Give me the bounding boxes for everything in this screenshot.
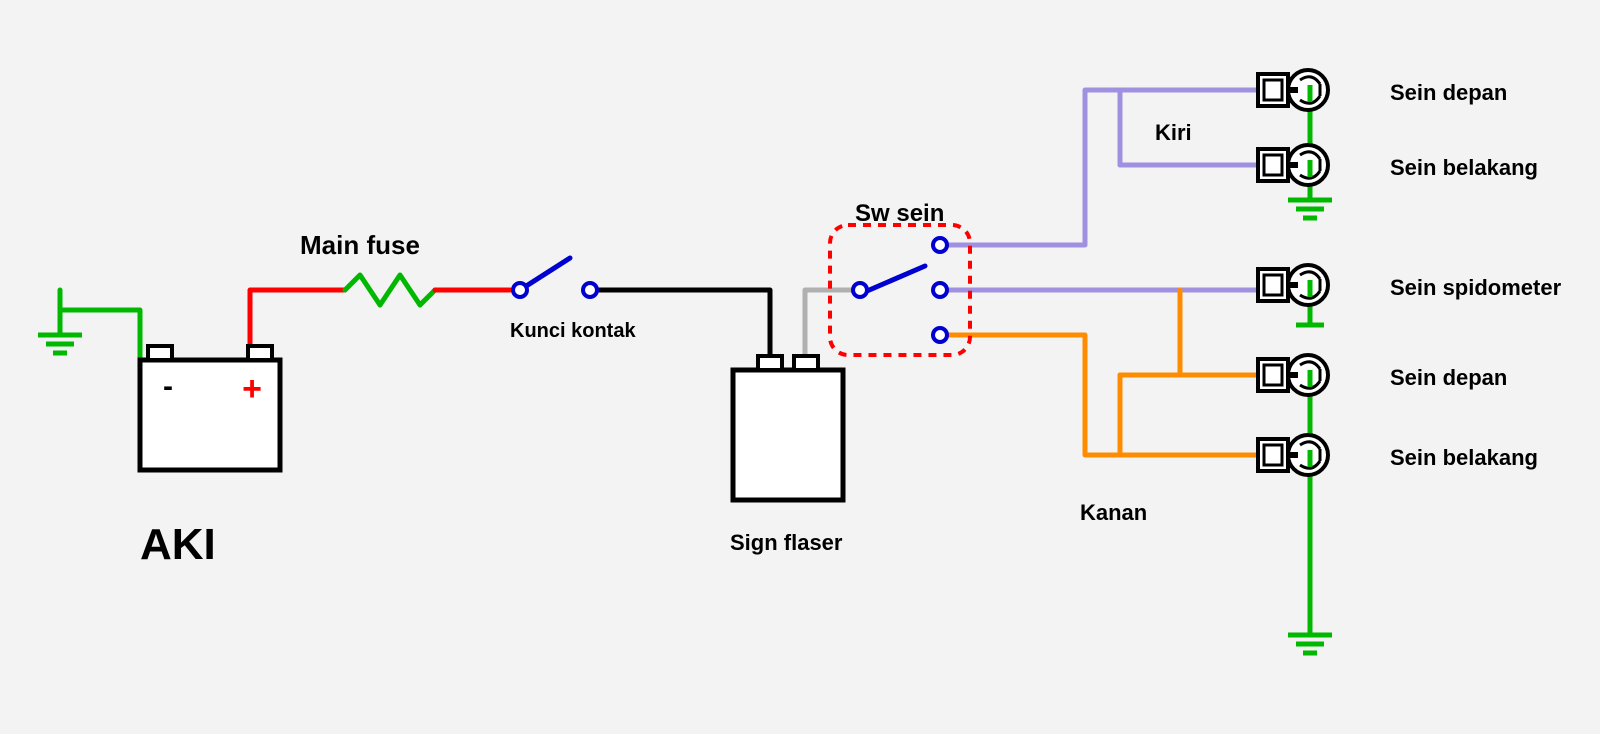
label-kanan: Kanan xyxy=(1080,500,1147,526)
label-sein-spidometer: Sein spidometer xyxy=(1390,275,1561,301)
label-sein-depan-2: Sein depan xyxy=(1390,365,1507,391)
label-aki: AKI xyxy=(140,520,216,570)
label-sw-sein: Sw sein xyxy=(855,200,944,228)
wiring-diagram: -+ xyxy=(0,0,1600,734)
label-sign-flaser: Sign flaser xyxy=(730,530,842,556)
label-main-fuse: Main fuse xyxy=(300,230,420,261)
svg-text:+: + xyxy=(242,370,262,408)
label-sein-belakang-1: Sein belakang xyxy=(1390,155,1538,181)
label-kiri: Kiri xyxy=(1155,120,1192,146)
label-kunci-kontak: Kunci kontak xyxy=(510,320,636,343)
label-sein-belakang-2: Sein belakang xyxy=(1390,445,1538,471)
label-sein-depan-1: Sein depan xyxy=(1390,80,1507,106)
svg-text:-: - xyxy=(163,370,173,403)
